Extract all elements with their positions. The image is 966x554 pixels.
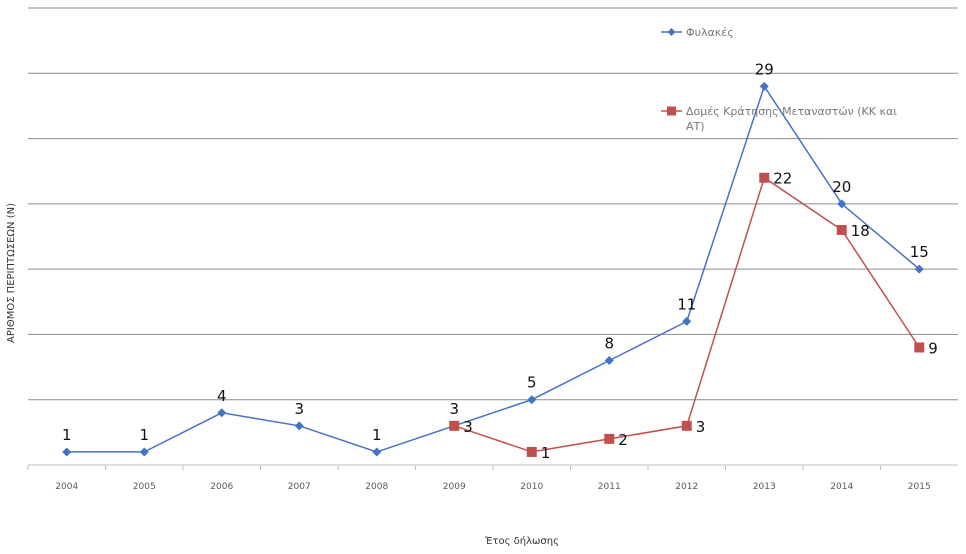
legend-label-detention: Δομές Κράτησης Μεταναστών (ΚΚ και ΑΤ)	[686, 105, 900, 133]
data-point-prisons	[294, 421, 304, 431]
x-tick-label: 2010	[520, 482, 543, 492]
data-label-prisons: 1	[139, 426, 149, 444]
data-label-detention: 18	[851, 222, 870, 240]
data-point-prisons	[682, 316, 692, 326]
data-label-detention: 3	[463, 418, 473, 436]
data-label-prisons: 3	[294, 400, 304, 418]
x-axis-title: Έτος δήλωσης	[484, 535, 559, 547]
x-tick-label: 2014	[830, 482, 853, 492]
data-label-prisons: 3	[449, 400, 459, 418]
y-axis-title: ΑΡΙΘΜΟΣ ΠΕΡΙΠΤΩΣΕΩΝ (Ν)	[6, 203, 17, 343]
data-point-prisons	[139, 447, 149, 457]
data-point-detention	[914, 342, 925, 353]
legend-marker-prisons	[667, 28, 676, 36]
data-label-prisons: 29	[755, 60, 774, 78]
data-label-prisons: 1	[372, 426, 382, 444]
data-label-detention: 1	[541, 444, 551, 462]
x-tick-label: 2012	[675, 482, 698, 492]
legend: Φυλακές Δομές Κράτησης Μεταναστών (ΚΚ κα…	[661, 26, 900, 133]
data-point-detention	[836, 224, 847, 235]
legend-label-prisons: Φυλακές	[686, 26, 734, 39]
legend-marker-detention	[667, 106, 676, 116]
data-point-prisons	[759, 81, 769, 91]
data-point-detention	[759, 172, 770, 183]
data-label-prisons: 4	[217, 387, 227, 405]
gridlines	[28, 7, 958, 466]
data-point-detention	[681, 420, 692, 431]
data-point-prisons	[217, 408, 227, 418]
data-point-prisons	[62, 447, 72, 457]
x-tick-label: 2008	[365, 482, 388, 492]
x-tick-label: 2006	[210, 482, 233, 492]
x-tick-label: 2011	[598, 482, 621, 492]
data-point-prisons	[914, 264, 924, 274]
data-label-prisons: 15	[910, 243, 929, 261]
x-tick-label: 2005	[133, 482, 156, 492]
data-label-detention: 3	[696, 418, 706, 436]
data-point-detention	[604, 433, 615, 444]
x-tick-label: 2013	[753, 482, 776, 492]
data-label-detention: 9	[928, 339, 938, 357]
data-point-detention	[526, 446, 537, 457]
data-label-prisons: 1	[62, 426, 72, 444]
data-point-detention	[449, 420, 460, 431]
data-point-prisons	[372, 447, 382, 457]
data-point-prisons	[837, 199, 847, 209]
data-label-detention: 2	[618, 431, 628, 449]
data-point-prisons	[604, 356, 614, 366]
legend-label-detention-line2: ΑΤ)	[686, 120, 705, 133]
data-label-prisons: 20	[832, 178, 851, 196]
series-line-prisons	[66, 84, 920, 453]
data-label-prisons: 5	[527, 374, 537, 392]
x-tick-label: 2009	[443, 482, 466, 492]
x-tick-label: 2007	[288, 482, 311, 492]
x-tick-label: 2004	[55, 482, 78, 492]
data-label-prisons: 8	[604, 335, 614, 353]
data-label-detention: 22	[773, 170, 792, 188]
series-markers	[62, 81, 925, 457]
series-line-detention	[454, 176, 920, 453]
data-label-prisons: 11	[677, 295, 696, 313]
x-axis-ticks: 2004 2005 2006 2007 2008 2009 2010 2011 2012 2013…	[27, 465, 931, 492]
data-point-prisons	[527, 395, 537, 405]
legend-label-detention-line1: Δομές Κράτησης Μεταναστών (ΚΚ και	[686, 105, 897, 118]
x-tick-label: 2015	[908, 482, 931, 492]
